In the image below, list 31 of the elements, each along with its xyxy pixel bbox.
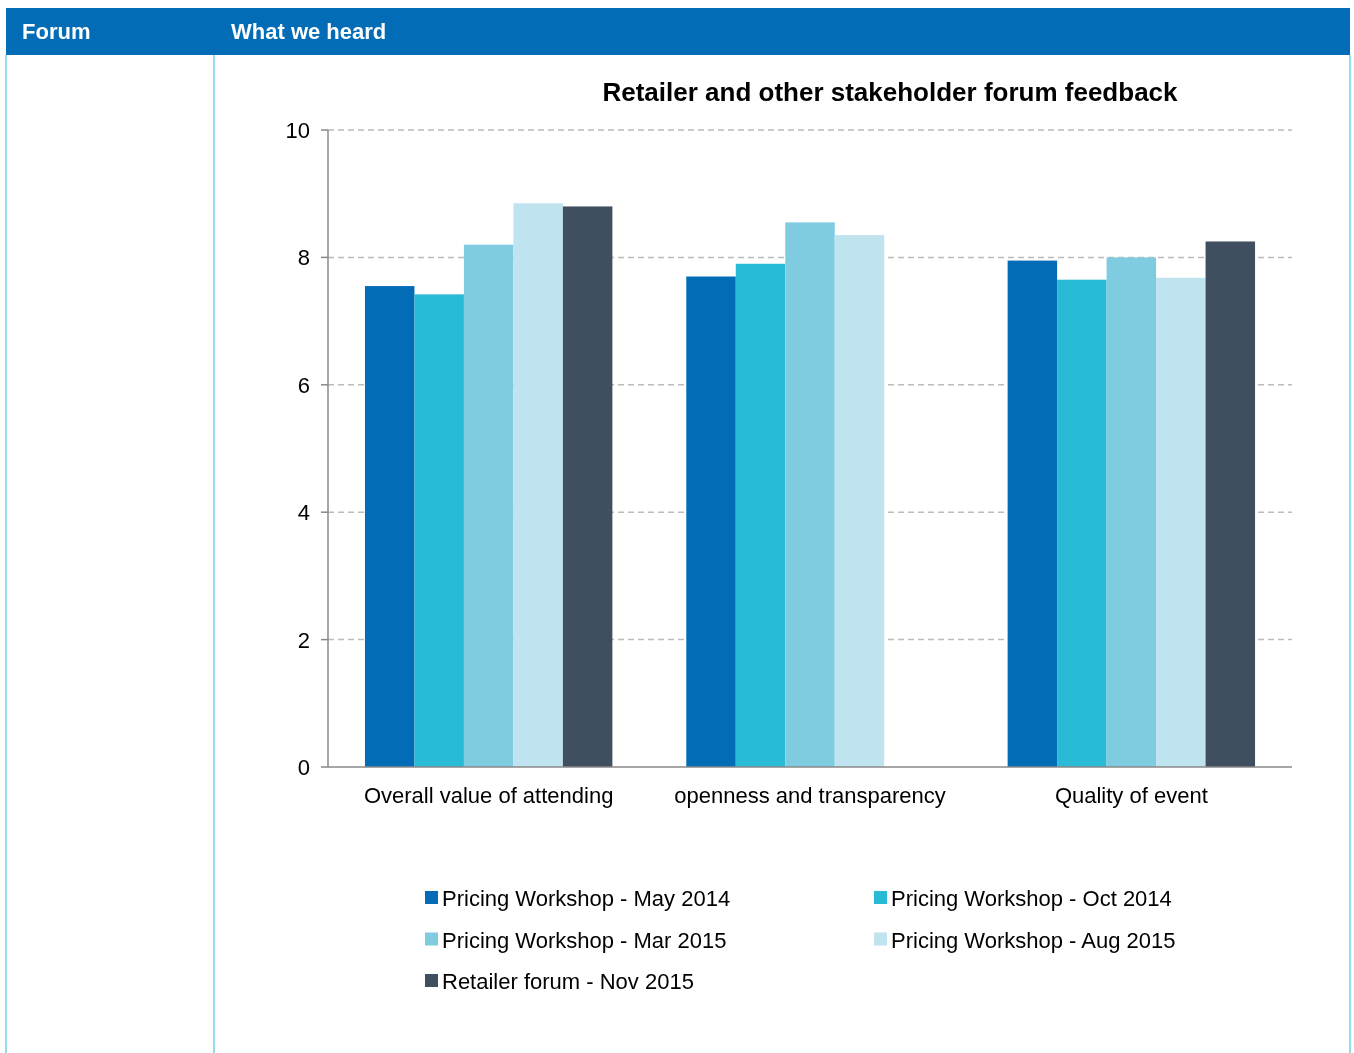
y-tick-label: 2 <box>297 627 310 653</box>
chart-title: Retailer and other stakeholder forum feedback <box>602 77 1179 107</box>
bar <box>1057 279 1107 767</box>
legend-label: Pricing Workshop - Oct 2014 <box>891 886 1172 911</box>
bar <box>364 286 415 767</box>
bar <box>735 263 786 767</box>
bar <box>1007 260 1058 767</box>
text: What we heard <box>231 19 387 44</box>
y-tick-label: 10 <box>285 118 310 143</box>
bar <box>513 203 563 767</box>
x-tick-label: openness and transparency <box>674 783 946 808</box>
y-tick-label: 4 <box>297 500 310 526</box>
bar <box>1205 241 1256 767</box>
legend-label: Pricing Workshop - May 2014 <box>442 886 731 911</box>
x-tick-label: Quality of event <box>1054 783 1208 808</box>
bar <box>1156 277 1206 767</box>
x-tick-label: Overall value of attending <box>363 783 614 808</box>
bar <box>463 244 514 767</box>
legend-label: Retailer forum - Nov 2015 <box>442 969 694 994</box>
bar <box>1106 257 1157 767</box>
y-tick-label: 0 <box>297 755 310 780</box>
bar <box>414 294 464 767</box>
legend-label: Pricing Workshop - Mar 2015 <box>442 927 727 953</box>
bar <box>834 235 885 767</box>
y-tick-label: 6 <box>297 372 310 398</box>
bar <box>686 276 736 767</box>
legend-label: Pricing Workshop - Aug 2015 <box>891 927 1176 953</box>
bar <box>562 206 613 767</box>
text: Forum <box>22 19 91 44</box>
bar <box>785 222 835 767</box>
y-tick-label: 8 <box>297 245 310 271</box>
